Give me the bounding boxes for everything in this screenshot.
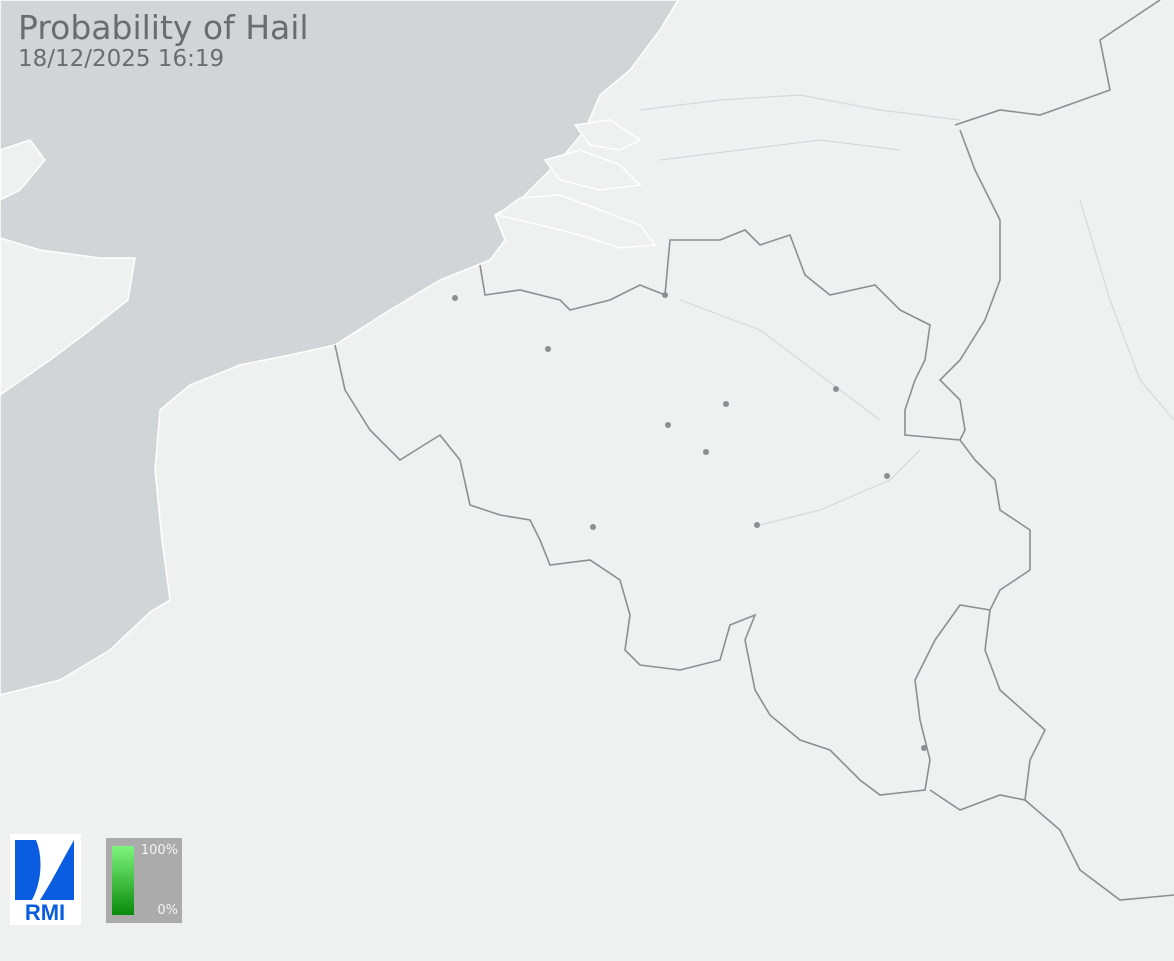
svg-text:RMI: RMI [25, 900, 65, 925]
luxembourg-border [929, 609, 1046, 811]
timestamp: 18/12/2025 16:19 [18, 46, 225, 72]
england-land [0, 139, 136, 396]
germany-border [938, 129, 1001, 441]
legend-color-bar [112, 846, 134, 915]
legend-max-label: 100% [140, 843, 178, 858]
map-title: Probability of Hail [18, 8, 309, 47]
belgium-border [334, 229, 1031, 796]
probability-legend: 100% 0% [106, 838, 182, 923]
zeeland-islands [495, 119, 657, 249]
cities [452, 292, 927, 751]
germany-france-border [1024, 799, 1174, 901]
rmi-logo: RMI [10, 834, 81, 925]
germany-nl-north-border [954, 0, 1161, 126]
sea [0, 0, 679, 696]
legend-min-label: 0% [157, 903, 178, 918]
